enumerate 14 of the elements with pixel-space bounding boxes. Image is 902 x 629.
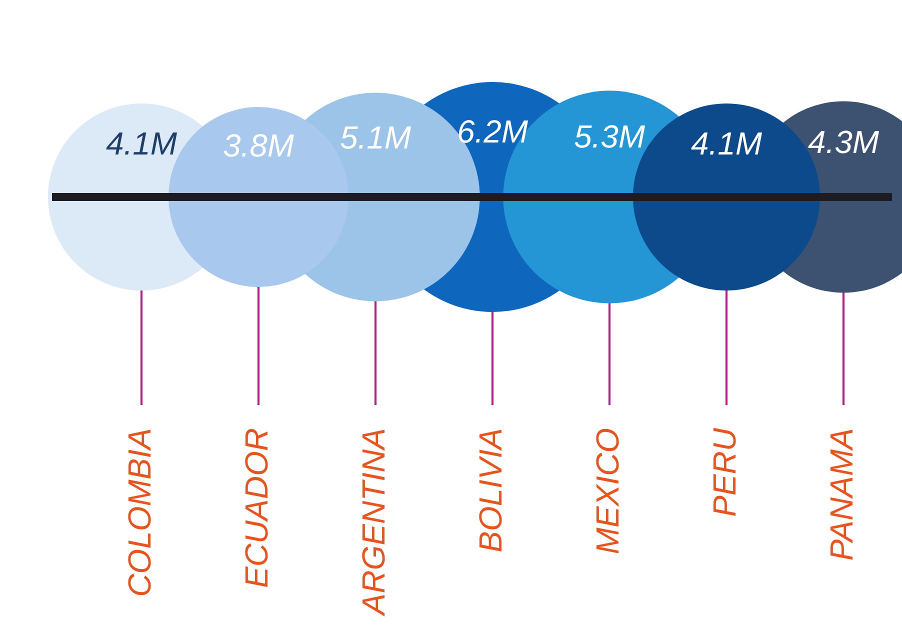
category-label: PERU — [706, 427, 742, 517]
data-label: 3.8M — [222, 127, 294, 164]
category-label: PANAMA — [823, 428, 860, 561]
category-label: COLOMBIA — [121, 428, 158, 597]
data-label: 5.1M — [340, 120, 412, 156]
category-label: BOLIVIA — [472, 428, 508, 552]
data-label: 6.2M — [456, 114, 528, 150]
data-label: 4.1M — [106, 125, 178, 162]
data-label: 5.3M — [574, 118, 646, 154]
category-label: MEXICO — [589, 428, 626, 554]
data-label: 4.1M — [690, 125, 762, 162]
category-label: ARGENTINA — [355, 428, 392, 617]
data-label: 4.3M — [808, 124, 880, 160]
category-label: ECUADOR — [238, 428, 274, 588]
